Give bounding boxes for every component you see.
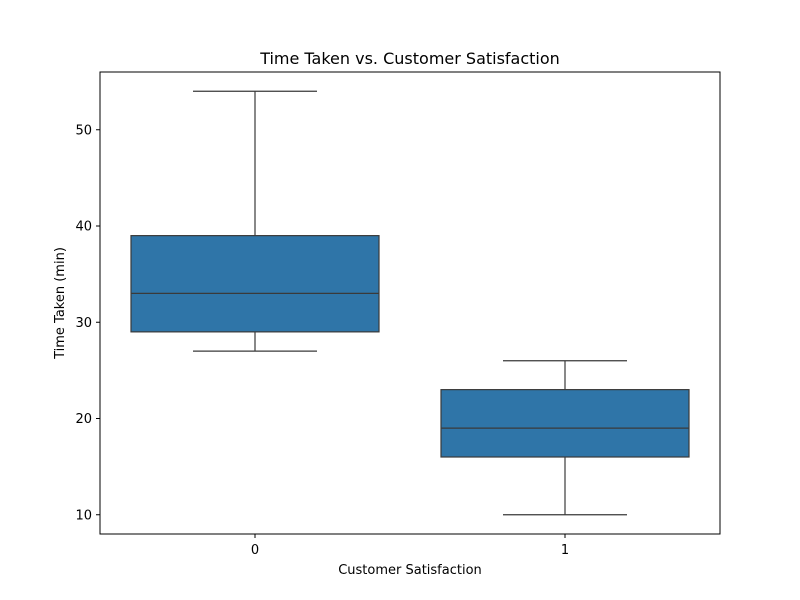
box-body-0: [130, 235, 380, 333]
x-tick-label-0: 0: [251, 543, 259, 558]
box-group-0: [130, 90, 380, 352]
chart-title: Time Taken vs. Customer Satisfaction: [259, 49, 560, 68]
box-body-1: [440, 389, 690, 458]
y-tick-label-30: 30: [75, 316, 92, 331]
boxes-group: [130, 90, 690, 516]
x-tick-label-1: 1: [561, 543, 569, 558]
y-axis: 10 20 30 40 50: [75, 123, 100, 523]
x-axis-label: Customer Satisfaction: [338, 563, 482, 578]
y-tick-label-50: 50: [75, 123, 92, 138]
y-tick-label-20: 20: [75, 412, 92, 427]
y-tick-label-10: 10: [75, 508, 92, 523]
box-group-1: [440, 360, 690, 516]
y-axis-label: Time Taken (min): [53, 247, 68, 360]
y-tick-label-40: 40: [75, 220, 92, 235]
